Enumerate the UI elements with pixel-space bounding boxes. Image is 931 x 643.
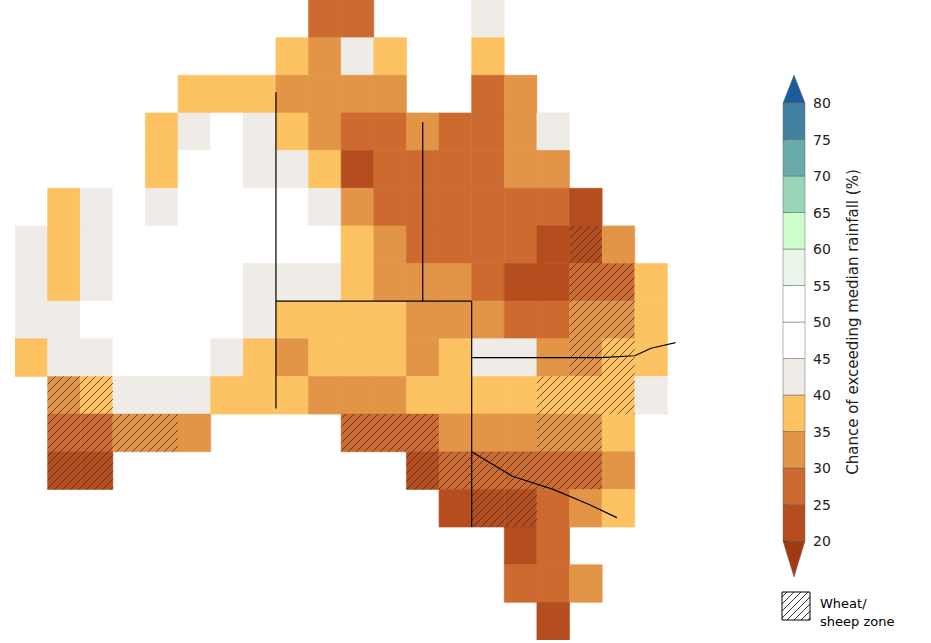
svg-text:20: 20 xyxy=(813,533,831,549)
svg-text:55: 55 xyxy=(813,278,831,294)
svg-text:45: 45 xyxy=(813,351,831,367)
svg-text:50: 50 xyxy=(813,314,831,330)
svg-text:25: 25 xyxy=(813,497,831,513)
svg-text:60: 60 xyxy=(813,241,831,257)
svg-text:35: 35 xyxy=(813,424,831,440)
svg-text:70: 70 xyxy=(813,168,831,184)
svg-text:sheep zone: sheep zone xyxy=(820,614,894,629)
svg-text:Wheat/: Wheat/ xyxy=(820,596,867,611)
svg-text:40: 40 xyxy=(813,387,831,403)
svg-text:80: 80 xyxy=(813,95,831,111)
svg-text:65: 65 xyxy=(813,205,831,221)
svg-text:75: 75 xyxy=(813,132,831,148)
svg-text:30: 30 xyxy=(813,460,831,476)
svg-text:Chance of exceeding median rai: Chance of exceeding median rainfall (%) xyxy=(844,169,862,474)
